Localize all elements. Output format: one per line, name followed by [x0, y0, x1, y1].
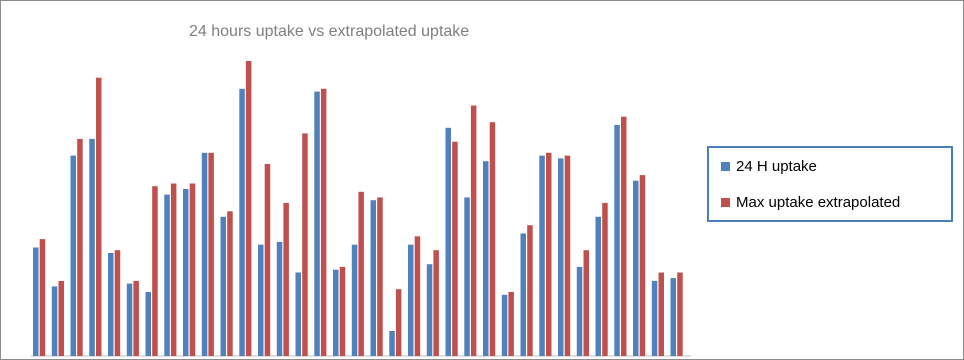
- bar-max-uptake-4: [96, 77, 102, 356]
- bar-max-uptake-12: [245, 61, 252, 356]
- bar-max-uptake-17: [339, 266, 346, 356]
- legend-label-max-uptake: Max uptake extrapolated: [736, 194, 901, 211]
- bar-max-uptake-11: [227, 211, 233, 356]
- bar-24h-uptake-26: [501, 294, 508, 356]
- bar-max-uptake-27: [527, 225, 533, 356]
- bar-24h-uptake-6: [126, 283, 133, 356]
- bar-max-uptake-24: [470, 105, 477, 356]
- bar-max-uptake-32: [621, 116, 627, 356]
- bar-max-uptake-22: [433, 250, 439, 356]
- bar-24h-uptake-29: [558, 158, 564, 356]
- bar-max-uptake-29: [564, 155, 571, 356]
- bar-24h-uptake-5: [108, 253, 114, 356]
- bar-24h-uptake-24: [464, 197, 470, 356]
- bar-24h-uptake-14: [276, 241, 283, 356]
- legend-item-24h-uptake: 24 H uptake: [721, 158, 817, 175]
- bar-max-uptake-15: [302, 133, 308, 356]
- bar-max-uptake-1: [39, 239, 46, 356]
- bar-24h-uptake-22: [426, 264, 433, 356]
- bar-max-uptake-23: [452, 141, 458, 356]
- bar-max-uptake-20: [395, 289, 402, 356]
- bar-24h-uptake-25: [483, 161, 489, 356]
- bar-24h-uptake-13: [258, 244, 264, 356]
- bar-24h-uptake-31: [595, 216, 601, 356]
- bar-max-uptake-2: [58, 280, 64, 356]
- bar-24h-uptake-7: [145, 292, 151, 356]
- bar-24h-uptake-33: [633, 180, 639, 356]
- bar-24h-uptake-35: [670, 278, 676, 356]
- bar-24h-uptake-1: [33, 247, 39, 356]
- bar-24h-uptake-8: [164, 194, 170, 356]
- bar-max-uptake-5: [114, 250, 121, 356]
- bar-max-uptake-14: [283, 202, 289, 356]
- bar-max-uptake-10: [208, 152, 214, 356]
- bar-max-uptake-16: [320, 88, 327, 357]
- bar-24h-uptake-27: [520, 233, 526, 356]
- bar-max-uptake-34: [658, 272, 664, 356]
- bar-max-uptake-8: [170, 183, 177, 356]
- bar-24h-uptake-23: [445, 127, 451, 356]
- bar-24h-uptake-32: [614, 125, 620, 356]
- bar-24h-uptake-28: [539, 155, 545, 356]
- bar-24h-uptake-9: [183, 189, 189, 356]
- legend-swatch-red: [721, 198, 730, 207]
- bar-max-uptake-9: [189, 183, 196, 356]
- bar-24h-uptake-16: [314, 91, 320, 356]
- bar-max-uptake-30: [583, 250, 589, 356]
- bar-24h-uptake-21: [408, 244, 414, 356]
- bar-max-uptake-35: [677, 272, 683, 356]
- bar-24h-uptake-30: [576, 266, 583, 356]
- chart-legend: 24 H uptake Max uptake extrapolated: [707, 146, 953, 222]
- bar-24h-uptake-10: [201, 152, 208, 356]
- bar-24h-uptake-4: [89, 138, 95, 356]
- bar-max-uptake-13: [264, 164, 271, 356]
- bar-max-uptake-21: [414, 236, 421, 356]
- bar-24h-uptake-20: [389, 331, 395, 356]
- bar-max-uptake-31: [602, 202, 608, 356]
- bar-max-uptake-3: [77, 138, 83, 356]
- bar-24h-uptake-19: [370, 200, 376, 356]
- bar-24h-uptake-15: [295, 272, 301, 356]
- bar-24h-uptake-2: [51, 286, 58, 356]
- bar-max-uptake-6: [133, 280, 139, 356]
- legend-label-24h-uptake: 24 H uptake: [736, 158, 817, 175]
- bar-24h-uptake-18: [351, 244, 358, 356]
- bar-24h-uptake-34: [651, 280, 658, 356]
- chart-title: 24 hours uptake vs extrapolated uptake: [189, 23, 470, 40]
- bar-24h-uptake-11: [220, 216, 226, 356]
- bar-max-uptake-28: [546, 152, 552, 356]
- bar-max-uptake-25: [489, 122, 496, 356]
- bar-max-uptake-18: [358, 191, 364, 356]
- bar-24h-uptake-12: [239, 88, 245, 357]
- legend-item-max-uptake: Max uptake extrapolated: [721, 194, 900, 211]
- bar-max-uptake-19: [377, 197, 383, 356]
- bar-24h-uptake-17: [333, 269, 339, 356]
- bar-24h-uptake-3: [70, 155, 76, 356]
- bar-max-uptake-33: [639, 175, 646, 356]
- legend-swatch-blue: [721, 162, 730, 171]
- bar-max-uptake-7: [152, 186, 158, 356]
- bar-max-uptake-26: [508, 292, 514, 356]
